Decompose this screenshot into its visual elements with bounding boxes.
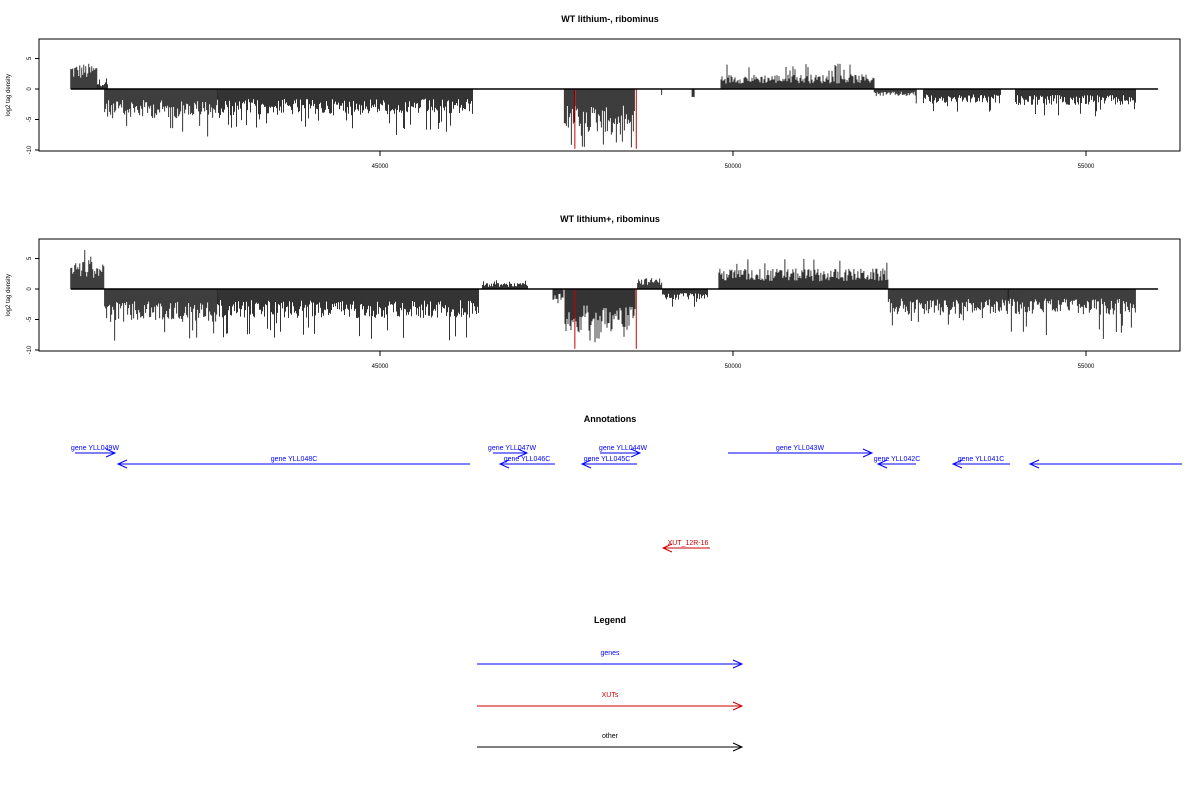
legend-entries: genes XUTs other — [477, 650, 744, 752]
arrow-head — [105, 448, 117, 458]
x-tick-label: 50000 — [725, 164, 742, 170]
feature-label: gene YLL049W — [71, 445, 120, 452]
y-tick-label: 5 — [27, 56, 33, 60]
arrow-head — [661, 543, 673, 553]
x-tick-label: 55000 — [1078, 364, 1095, 370]
arrow-head — [732, 742, 744, 752]
arrow-head — [498, 459, 510, 469]
arrow-head — [517, 448, 529, 458]
arrow-head — [580, 459, 592, 469]
coverage-panel-lithium-plus: WT lithium+, ribominus log2 tag density … — [6, 214, 1181, 370]
arrow-head — [732, 659, 744, 669]
feature-label: gene YLL044W — [599, 445, 648, 452]
feature-label: gene YLL042C — [874, 456, 921, 463]
feature-label: gene YLL041C — [958, 456, 1005, 463]
arrow-head — [630, 448, 642, 458]
plot-frame — [38, 238, 1181, 352]
x-tick-label: 45000 — [372, 164, 389, 170]
coverage-bars — [70, 63, 1136, 149]
legend-title: Legend — [594, 615, 626, 625]
y-tick-label: -5 — [27, 116, 33, 122]
y-tick-label: 5 — [27, 256, 33, 260]
coverage-panel-lithium-minus: WT lithium-, ribominus log2 tag density … — [6, 14, 1181, 170]
panel-title: WT lithium-, ribominus — [561, 14, 659, 24]
feature-label: gene YLL045C — [584, 456, 631, 463]
arrow-head — [951, 459, 963, 469]
feature-label: gene YLL043W — [776, 445, 825, 452]
coverage-bars — [70, 250, 1136, 349]
y-tick-label: -10 — [27, 345, 33, 354]
annotation-features: gene YLL049W gene YLL048C gene YLL047W gene… — [71, 445, 1182, 553]
panel-title: WT lithium+, ribominus — [560, 214, 660, 224]
x-tick-label: 45000 — [372, 364, 389, 370]
annotations-title: Annotations — [584, 414, 637, 424]
x-tick-label: 55000 — [1078, 164, 1095, 170]
y-axis-label: log2 tag density — [6, 74, 12, 116]
y-axis-label: log2 tag density — [6, 274, 12, 316]
arrow-head — [1028, 459, 1040, 469]
arrow-head — [862, 448, 874, 458]
axes: -10 -5 0 5 45000 50000 55000 — [27, 256, 1159, 370]
arrow-head — [876, 459, 888, 469]
feature-label: XUT_12R-16 — [668, 540, 709, 547]
y-tick-label: 0 — [27, 87, 33, 91]
legend-label: genes — [600, 650, 620, 657]
axes: -10 -5 0 5 45000 50000 55000 — [27, 56, 1159, 170]
x-tick-label: 50000 — [725, 364, 742, 370]
legend-label: XUTs — [602, 692, 619, 699]
y-tick-label: 0 — [27, 287, 33, 291]
y-tick-label: -5 — [27, 316, 33, 322]
feature-label: gene YLL046C — [504, 456, 551, 463]
y-tick-label: -10 — [27, 145, 33, 154]
feature-label: gene YLL047W — [488, 445, 537, 452]
legend: Legend genes XUTs other — [477, 615, 744, 752]
feature-label: gene YLL048C — [271, 456, 318, 463]
arrow-head — [732, 701, 744, 711]
legend-label: other — [602, 733, 619, 740]
arrow-head — [116, 459, 128, 469]
